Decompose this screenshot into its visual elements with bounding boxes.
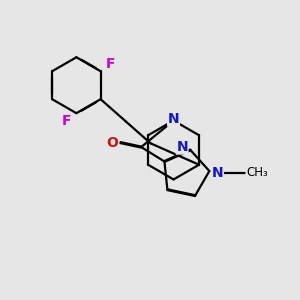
Text: F: F [61,114,71,128]
Text: F: F [106,57,116,71]
Text: N: N [168,112,179,126]
Text: O: O [106,136,118,150]
Text: CH₃: CH₃ [246,166,268,179]
Text: N: N [212,166,224,179]
Text: N: N [176,140,188,154]
